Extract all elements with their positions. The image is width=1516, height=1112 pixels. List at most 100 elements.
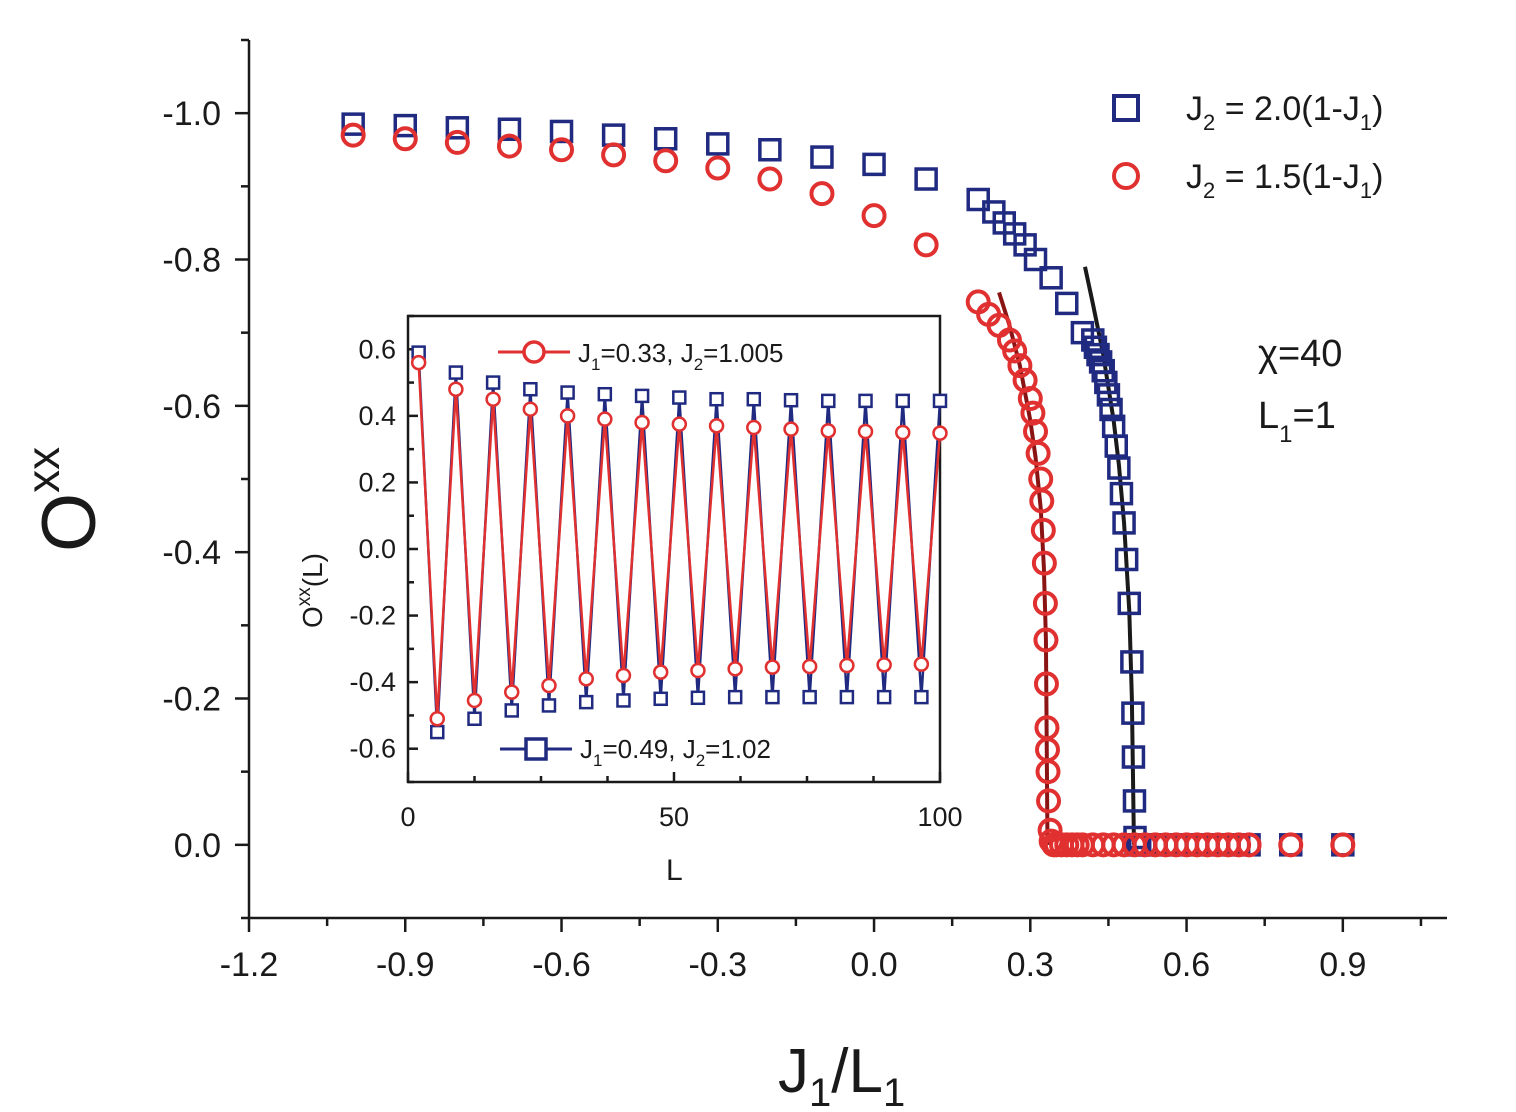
inset-point-circle [597,411,613,427]
main-x-tick-label: 0.9 [1319,946,1366,984]
inset-point-circle [485,391,501,407]
data-point-circle [340,122,366,148]
main-x-tick-label: 0.0 [850,946,897,984]
inset-point-circle [839,657,855,674]
inset-legend-red: J1=0.33, J2=1.005 [498,338,783,374]
inset-y-tick-label: -0.4 [349,667,396,697]
inset-point-circle [932,425,948,441]
data-point-square [1086,342,1110,367]
legend-entry-blue: J2 = 2.0(1-J1) [1186,90,1383,135]
data-point-circle [444,129,470,155]
inset-point-circle [857,423,874,440]
data-point-circle [1002,338,1028,364]
data-point-square [758,138,782,162]
data-point-circle [1036,788,1062,814]
inset-point-square [653,691,668,707]
inset-point-circle [820,423,837,439]
inset-point-square [616,693,631,708]
inset-point-circle [671,416,688,432]
inset-y-tick-label: -0.6 [349,734,396,764]
inset-x-ticks: 0 50 100 [400,772,963,832]
main-y-tick-label: -0.2 [162,681,221,719]
data-point-circle [496,133,522,159]
inset-point-circle [522,401,539,417]
data-point-square [601,123,626,147]
legend-entry-red: J2 = 1.5(1-J1) [1186,158,1383,203]
inset-x-tick-label: 0 [400,802,415,832]
inset-point-square [709,391,724,407]
data-point-square [549,119,574,144]
data-point-square [706,132,730,156]
data-point-square [1109,481,1134,506]
data-point-square [1121,701,1145,725]
data-point-circle [861,203,887,229]
annotation-chi: χ=40 [1258,333,1342,375]
inset-point-circle [876,657,892,673]
inset-point-circle [410,354,427,371]
data-point-circle [913,232,939,258]
inset-point-square [932,393,948,409]
inset-point-circle [727,661,743,677]
inset-point-circle [746,419,762,436]
inset-point-square [597,386,613,402]
data-point-circle [1030,517,1056,543]
inset-point-circle [448,381,464,397]
main-x-tick-label: 0.3 [1007,946,1054,984]
data-point-circle [1028,466,1054,492]
inset-y-ticks: 0.6 0.4 0.2 0.0 -0.2 -0.4 -0.6 [349,314,418,784]
inset-point-square [914,689,929,705]
inset-point-square [485,375,501,390]
data-point-circle [705,155,731,181]
data-point-circle [653,148,679,174]
legend-square-marker [1112,94,1140,122]
data-point-square [914,167,938,191]
data-point-square [445,116,470,140]
inset-point-square [876,689,892,705]
inset-point-circle [503,684,520,700]
data-point-square [1094,370,1118,395]
main-y-tick-label: -0.4 [162,534,221,572]
main-x-tick-label: -1.2 [220,946,279,984]
main-y-ticks: -1.0 -0.8 -0.6 -0.4 -0.2 0.0 [162,38,249,920]
data-point-circle [1035,759,1061,785]
inset-point-square [765,689,780,705]
main-x-tick-label: -0.3 [688,946,747,984]
main-y-tick-label: -0.8 [162,242,221,280]
inset-point-square [690,690,706,706]
inset-x-tick-label: 50 [659,802,689,832]
inset-point-square [448,365,464,380]
fit-line [1083,266,1136,845]
inset-point-square [727,689,743,705]
data-point-square [1117,591,1142,616]
data-point-square [1081,328,1105,352]
main-x-tick-label: 0.6 [1163,946,1210,984]
inset-point-square [839,689,855,705]
inset-y-tick-label: -0.2 [349,601,396,631]
inset-legend-circle [522,340,546,364]
inset-x-tick-label: 100 [917,802,962,832]
main-x-label: J1/L1 [778,1037,905,1112]
inset-point-square [895,393,911,409]
inset-point-square [821,393,836,409]
data-point-circle [601,142,627,168]
inset-point-circle [913,656,930,672]
data-point-square [1107,456,1131,480]
data-point-circle [1025,440,1051,466]
data-point-square [1083,335,1108,360]
data-point-square [810,145,834,169]
data-point-circle [392,126,418,152]
data-point-square [1120,650,1144,674]
inset-y-tick-label: 0.2 [358,467,396,497]
data-point-circle [1007,353,1033,379]
inset-y-tick-label: 0.0 [358,534,396,564]
main-y-label: Oxx [17,447,112,552]
inset-point-circle [634,414,650,431]
data-point-square [1096,383,1121,407]
data-point-circle [1278,832,1304,858]
data-point-circle [1017,386,1043,412]
data-point-circle [1330,832,1356,858]
inset-point-square [802,689,817,705]
inset-point-square [541,698,557,713]
inset-point-square [578,694,594,710]
